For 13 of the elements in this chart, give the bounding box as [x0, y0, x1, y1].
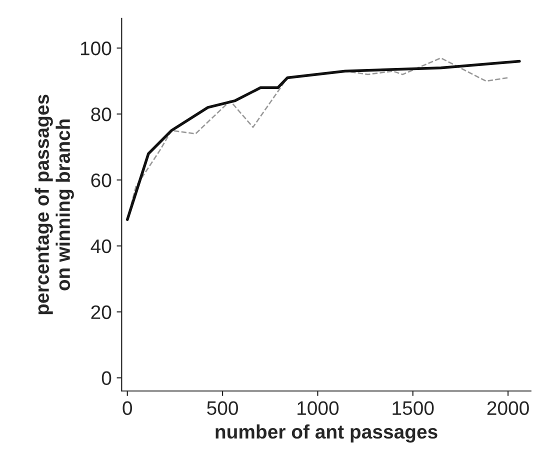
- y-tick-label: 80: [91, 107, 112, 122]
- x-axis-title: number of ant passages: [216, 424, 438, 443]
- y-tick-label: 60: [91, 173, 112, 188]
- x-tick-label: 1500: [392, 401, 434, 416]
- x-tick-label: 500: [207, 401, 238, 416]
- y-tick-label: 20: [91, 305, 112, 320]
- x-tick-label: 0: [122, 401, 132, 416]
- x-tick-label: 1000: [298, 401, 339, 416]
- y-axis-title: percentage of passages on winning branch: [34, 94, 74, 314]
- x-tick-label: 2000: [487, 401, 529, 416]
- y-tick-label: 100: [80, 42, 112, 56]
- y-tick-label: 40: [90, 239, 112, 254]
- y-tick-label: 0: [102, 371, 112, 386]
